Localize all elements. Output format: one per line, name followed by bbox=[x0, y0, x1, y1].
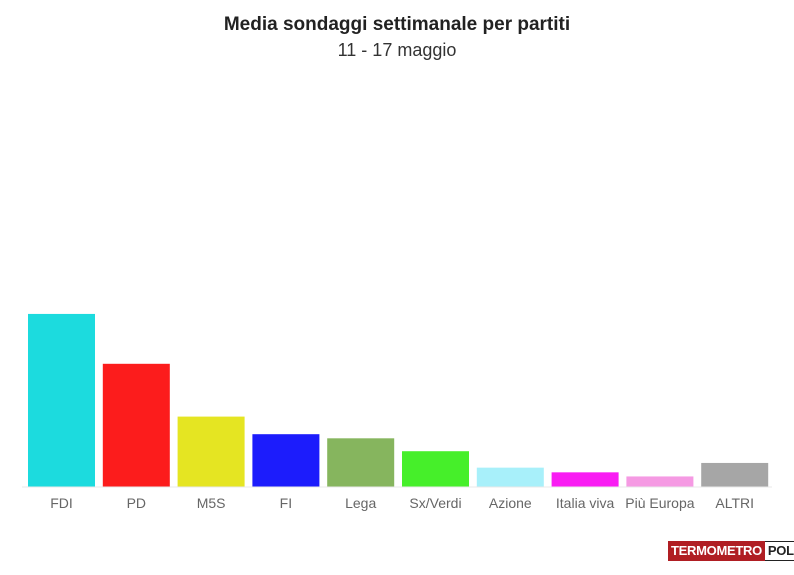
chart-subtitle: 11 - 17 maggio bbox=[337, 40, 457, 60]
x-tick-label: M5S bbox=[197, 495, 226, 511]
x-tick-label: Azione bbox=[489, 495, 532, 511]
bar-fi bbox=[252, 434, 320, 487]
tick-labels-group: FDI PD M5S FI Lega Sx/Verdi Azione Italia viva P… bbox=[50, 495, 754, 511]
termometro-politico-logo: TERMOMETRO POLITICO bbox=[668, 541, 794, 561]
bar-sx-verdi bbox=[402, 451, 469, 487]
bar-pi-europa bbox=[626, 476, 694, 487]
x-tick-label: FI bbox=[280, 495, 292, 511]
logo-left-text: TERMOMETRO bbox=[668, 541, 765, 561]
x-tick-label: Sx/Verdi bbox=[409, 495, 461, 511]
bar-italia-viva bbox=[551, 472, 619, 487]
chart-title: Media sondaggi settimanale per partiti bbox=[223, 14, 571, 35]
x-tick-label: Lega bbox=[345, 495, 376, 511]
x-tick-label: FDI bbox=[50, 495, 73, 511]
x-tick-label: Italia viva bbox=[556, 495, 615, 511]
bar-fdi bbox=[28, 313, 95, 487]
bar-lega bbox=[327, 438, 395, 487]
x-tick-label: ALTRI bbox=[715, 495, 754, 511]
x-tick-label: Più Europa bbox=[625, 495, 694, 511]
bars-group bbox=[28, 313, 769, 487]
bar-m5s bbox=[177, 416, 245, 487]
logo-right-text: POLITICO bbox=[764, 541, 794, 561]
bar-pd bbox=[102, 363, 170, 487]
bar-azione bbox=[476, 467, 544, 487]
bar-altri bbox=[701, 462, 769, 487]
x-tick-label: PD bbox=[127, 495, 146, 511]
